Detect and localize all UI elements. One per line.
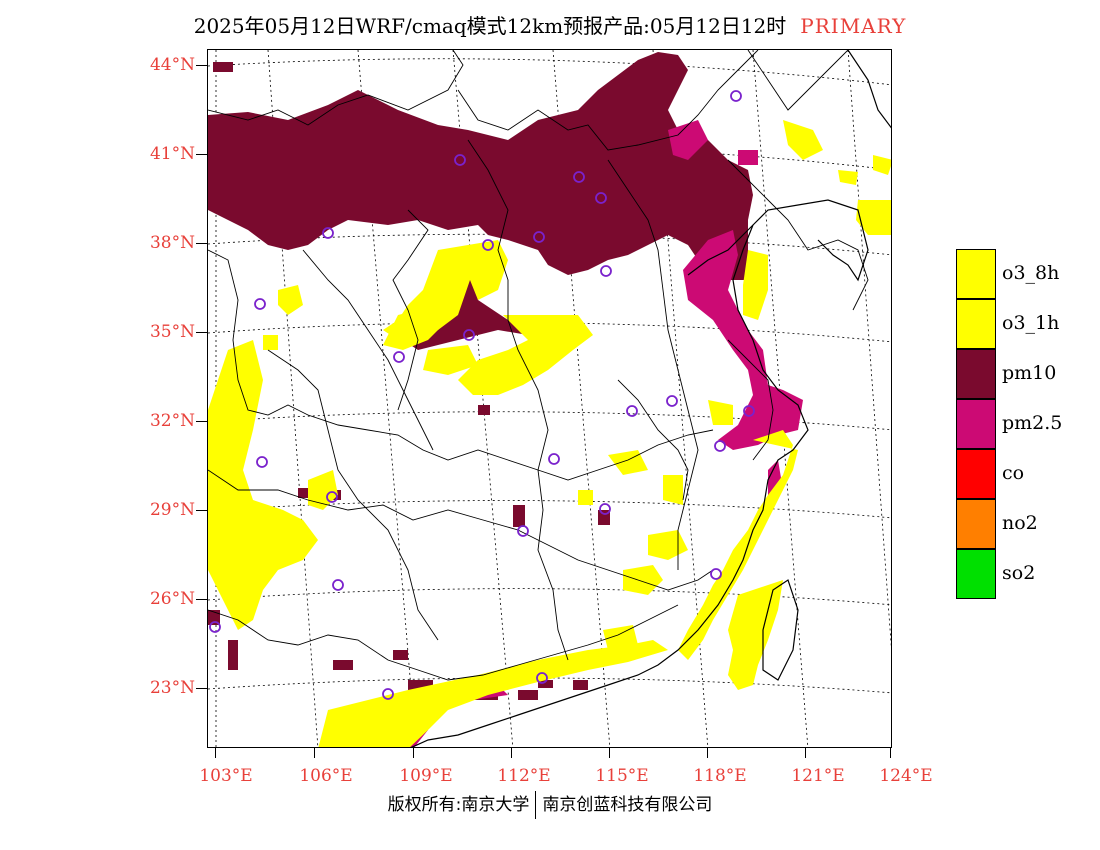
legend-swatch xyxy=(956,499,996,549)
lon-tick xyxy=(890,748,891,758)
legend-label: o3_8h xyxy=(1002,262,1060,284)
legend-swatch xyxy=(956,449,996,499)
lat-label-26: 26°N xyxy=(149,589,195,609)
lat-tick xyxy=(196,421,207,422)
lon-tick xyxy=(314,748,315,758)
lon-label-109: 109°E xyxy=(399,766,453,786)
lon-tick xyxy=(805,748,806,758)
lat-tick xyxy=(196,65,207,66)
map-panel[interactable] xyxy=(207,49,892,748)
lat-tick xyxy=(196,154,207,155)
pollution-map xyxy=(208,50,891,747)
lat-label-35: 35°N xyxy=(149,322,195,342)
lat-label-38: 38°N xyxy=(149,233,195,253)
copyright-divider xyxy=(535,791,537,819)
lat-label-44: 44°N xyxy=(149,55,195,75)
copyright-left: 版权所有:南京大学 xyxy=(387,795,530,815)
lat-label-32: 32°N xyxy=(149,411,195,431)
legend-label: co xyxy=(1002,462,1025,484)
lon-label-118: 118°E xyxy=(693,766,747,786)
legend-swatch xyxy=(956,299,996,349)
lat-label-41: 41°N xyxy=(149,144,195,164)
map-title: 2025年05月12日WRF/cmaq模式12km预报产品:05月12日12时 P… xyxy=(0,10,1100,39)
lat-label-23: 23°N xyxy=(149,678,195,698)
lon-label-106: 106°E xyxy=(299,766,353,786)
lon-label-103: 103°E xyxy=(199,766,253,786)
lon-label-112: 112°E xyxy=(497,766,551,786)
lat-label-29: 29°N xyxy=(149,500,195,520)
legend-swatch xyxy=(956,249,996,299)
legend-swatch xyxy=(956,399,996,449)
lon-tick xyxy=(609,748,610,758)
lon-tick xyxy=(707,748,708,758)
lat-tick xyxy=(196,599,207,600)
legend-swatch xyxy=(956,549,996,599)
legend-label: pm10 xyxy=(1002,362,1057,384)
lat-tick xyxy=(196,332,207,333)
lon-label-115: 115°E xyxy=(595,766,649,786)
legend-swatch xyxy=(956,349,996,399)
lon-label-124: 124°E xyxy=(879,766,933,786)
copyright-footer: 版权所有:南京大学 南京创蓝科技有限公司 xyxy=(0,790,1100,819)
lat-tick xyxy=(196,510,207,511)
copyright-right: 南京创蓝科技有限公司 xyxy=(542,795,713,815)
legend-label: o3_1h xyxy=(1002,312,1060,334)
lon-tick xyxy=(413,748,414,758)
provincial-boundaries xyxy=(208,50,869,681)
lon-label-121: 121°E xyxy=(791,766,845,786)
legend-label: no2 xyxy=(1002,512,1038,534)
lon-tick xyxy=(511,748,512,758)
o3-regions xyxy=(208,120,891,747)
monitoring-stations xyxy=(209,90,755,700)
legend-label: so2 xyxy=(1002,562,1036,584)
lat-tick xyxy=(196,243,207,244)
title-text: 2025年05月12日WRF/cmaq模式12km预报产品:05月12日12时 xyxy=(193,14,787,38)
legend-label: pm2.5 xyxy=(1002,412,1063,434)
lat-tick xyxy=(196,688,207,689)
title-tag: PRIMARY xyxy=(800,14,907,38)
coastline xyxy=(410,50,891,747)
lon-tick xyxy=(215,748,216,758)
